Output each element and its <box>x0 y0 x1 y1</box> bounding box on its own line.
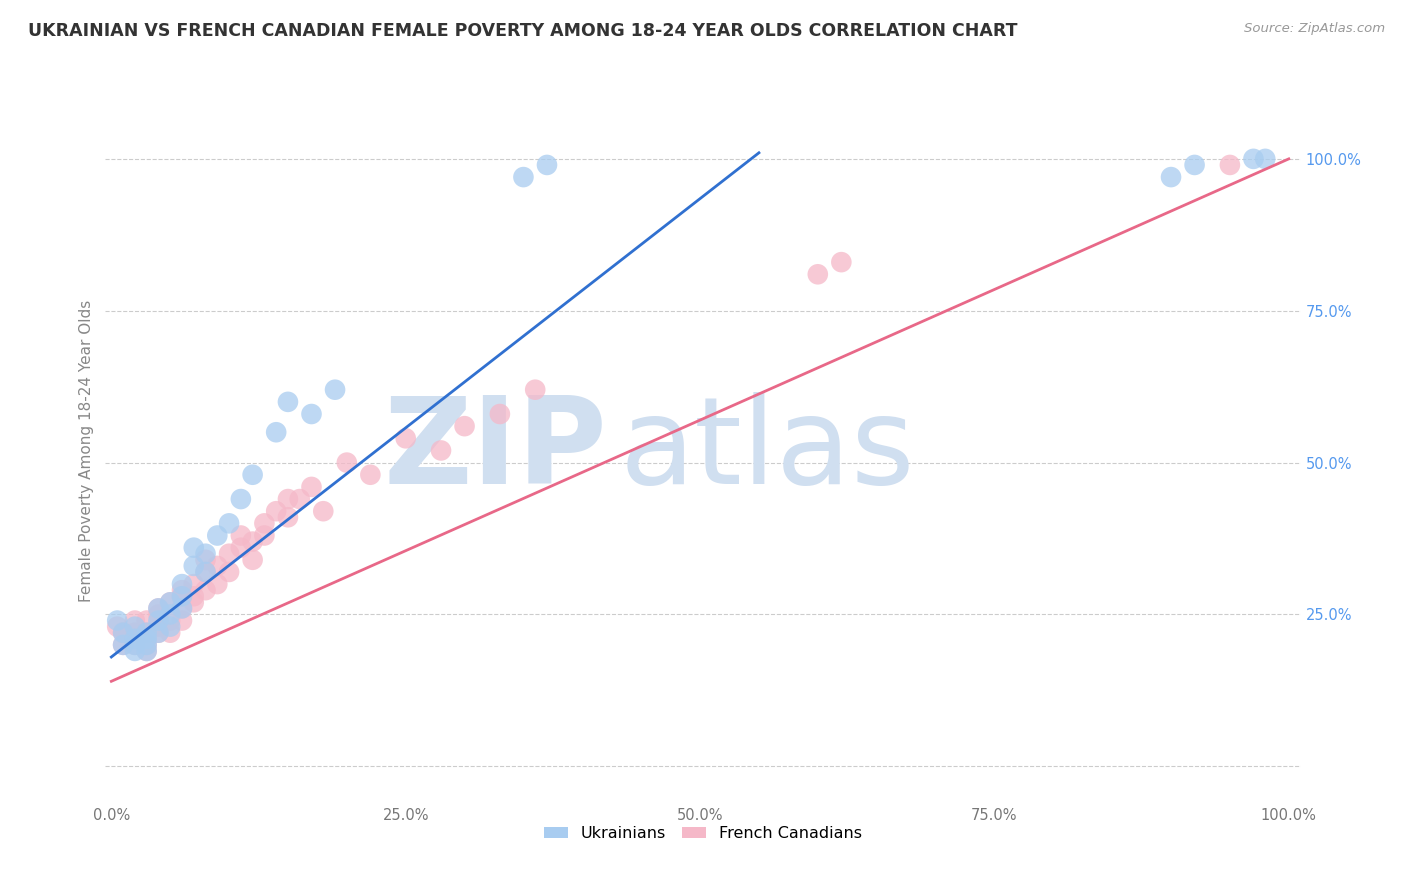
Point <box>159 595 181 609</box>
Point <box>124 638 146 652</box>
Point <box>512 170 534 185</box>
Point <box>135 632 157 646</box>
Point <box>135 644 157 658</box>
Point <box>148 614 170 628</box>
Point <box>112 638 135 652</box>
Point <box>242 553 264 567</box>
Point <box>112 638 135 652</box>
Point <box>135 614 157 628</box>
Point <box>1219 158 1241 172</box>
Point <box>124 614 146 628</box>
Point <box>229 528 252 542</box>
Point <box>218 565 240 579</box>
Point <box>301 407 323 421</box>
Point <box>1160 170 1182 185</box>
Point <box>105 614 128 628</box>
Point <box>135 638 157 652</box>
Point <box>323 383 346 397</box>
Legend: Ukrainians, French Canadians: Ukrainians, French Canadians <box>537 820 869 847</box>
Point <box>170 601 193 615</box>
Point <box>453 419 475 434</box>
Point <box>124 638 146 652</box>
Point <box>159 595 181 609</box>
Point <box>148 607 170 622</box>
Point <box>301 480 323 494</box>
Point <box>159 625 181 640</box>
Point <box>112 625 135 640</box>
Point <box>112 625 135 640</box>
Point <box>124 619 146 633</box>
Point <box>148 625 170 640</box>
Point <box>194 553 217 567</box>
Point <box>253 516 276 531</box>
Point <box>124 625 146 640</box>
Point <box>242 534 264 549</box>
Point <box>277 395 299 409</box>
Point <box>288 491 311 506</box>
Point <box>170 589 193 603</box>
Point <box>183 577 205 591</box>
Point <box>489 407 512 421</box>
Text: atlas: atlas <box>619 392 915 509</box>
Point <box>124 632 146 646</box>
Point <box>253 528 276 542</box>
Point <box>807 268 830 282</box>
Point <box>536 158 558 172</box>
Point <box>194 565 217 579</box>
Point <box>170 601 193 615</box>
Point <box>124 644 146 658</box>
Point <box>524 383 547 397</box>
Point <box>229 491 252 506</box>
Point <box>395 431 418 445</box>
Point <box>207 528 229 542</box>
Point <box>277 491 299 506</box>
Point <box>183 558 205 573</box>
Point <box>1184 158 1206 172</box>
Point <box>264 425 287 440</box>
Point <box>183 541 205 555</box>
Point <box>207 558 229 573</box>
Point <box>183 589 205 603</box>
Point <box>218 547 240 561</box>
Point <box>359 467 381 482</box>
Point <box>135 644 157 658</box>
Text: UKRAINIAN VS FRENCH CANADIAN FEMALE POVERTY AMONG 18-24 YEAR OLDS CORRELATION CH: UKRAINIAN VS FRENCH CANADIAN FEMALE POVE… <box>28 22 1018 40</box>
Point <box>194 547 217 561</box>
Point <box>1243 152 1265 166</box>
Point <box>207 577 229 591</box>
Point <box>170 577 193 591</box>
Point <box>105 619 128 633</box>
Point <box>312 504 335 518</box>
Point <box>148 619 170 633</box>
Point <box>124 632 146 646</box>
Point <box>430 443 453 458</box>
Point <box>148 601 170 615</box>
Point <box>159 614 181 628</box>
Point <box>135 632 157 646</box>
Point <box>194 565 217 579</box>
Point <box>135 625 157 640</box>
Y-axis label: Female Poverty Among 18-24 Year Olds: Female Poverty Among 18-24 Year Olds <box>79 300 94 601</box>
Point <box>1254 152 1277 166</box>
Point <box>830 255 852 269</box>
Point <box>264 504 287 518</box>
Point <box>148 601 170 615</box>
Point <box>159 607 181 622</box>
Point <box>170 614 193 628</box>
Point <box>336 456 359 470</box>
Point <box>183 595 205 609</box>
Point <box>135 638 157 652</box>
Point <box>277 510 299 524</box>
Point <box>135 625 157 640</box>
Text: ZIP: ZIP <box>384 392 607 509</box>
Point <box>242 467 264 482</box>
Point <box>148 625 170 640</box>
Point <box>170 583 193 598</box>
Point <box>218 516 240 531</box>
Point <box>159 619 181 633</box>
Point <box>229 541 252 555</box>
Text: Source: ZipAtlas.com: Source: ZipAtlas.com <box>1244 22 1385 36</box>
Point <box>170 589 193 603</box>
Point <box>194 583 217 598</box>
